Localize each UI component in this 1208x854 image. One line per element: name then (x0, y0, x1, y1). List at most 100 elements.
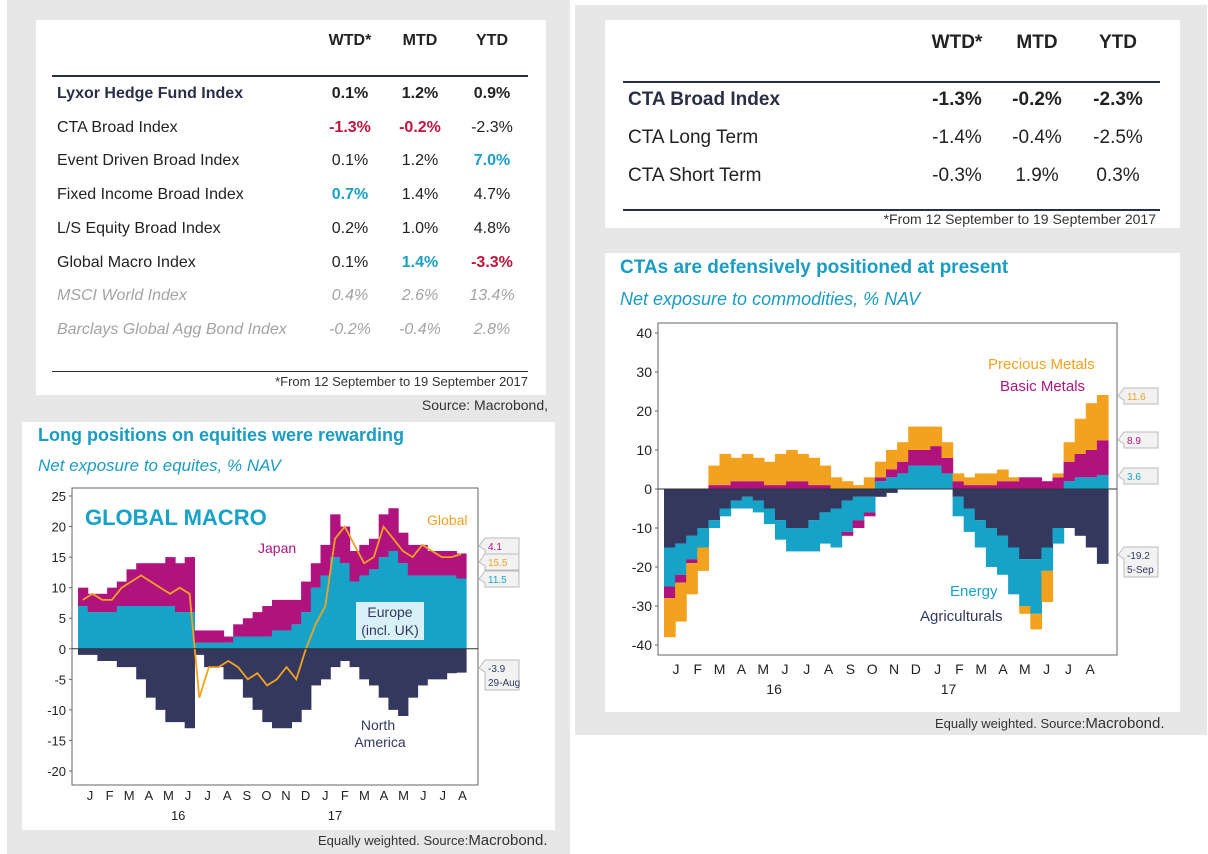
area-segment-europe-incl-uk- (339, 563, 351, 649)
area-segment-energy (675, 543, 687, 575)
area-segment-europe-incl-uk- (388, 551, 399, 649)
area-segment-precious-metals (863, 477, 876, 489)
area-segment-north-america (213, 648, 225, 668)
area-segment-japan (320, 544, 331, 576)
area-segment-agriculturals (852, 489, 865, 497)
end-value-label: 11.5 (488, 575, 507, 586)
left-table-row-name: L/S Equity Broad Index (57, 219, 221, 237)
left-table-row-name: MSCI World Index (57, 287, 187, 305)
area-segment-japan (281, 599, 292, 631)
area-segment-agriculturals (664, 489, 676, 548)
area-segment-north-america (378, 648, 389, 698)
area-segment-japan (291, 599, 302, 625)
right-table-header: WTD* (931, 32, 983, 53)
area-segment-precious-metals (952, 473, 965, 482)
area-segment-japan (378, 514, 389, 558)
x-tick-label: A (380, 788, 389, 803)
area-segment-agriculturals (974, 489, 987, 521)
area-segment-energy (830, 508, 843, 548)
area-segment-japan (184, 557, 195, 613)
area-segment-agriculturals (886, 489, 898, 493)
area-segment-precious-metals (786, 450, 798, 482)
area-segment-precious-metals (752, 457, 765, 482)
area-segment-precious-metals (775, 453, 787, 486)
area-segment-japan (436, 551, 448, 576)
y-tick-label: -20 (47, 764, 66, 779)
area-segment-japan (78, 587, 89, 606)
area-segment-precious-metals (1008, 477, 1020, 482)
x-tick-label: F (106, 788, 114, 803)
x-tick-label: M (163, 788, 174, 803)
left-table-wtd-cell: 0.7% (331, 186, 369, 204)
area-segment-europe-incl-uk- (194, 642, 205, 649)
y-tick-label: -5 (54, 672, 66, 687)
area-segment-agriculturals (675, 489, 687, 544)
left-table-wtd-cell: 0.1% (331, 85, 369, 102)
y-tick-label: 30 (636, 364, 652, 380)
area-segment-japan (446, 551, 457, 576)
area-segment-north-america (252, 648, 263, 710)
area-segment-north-america (320, 648, 331, 680)
area-segment-agriculturals (819, 489, 832, 513)
area-segment-precious-metals (797, 453, 809, 482)
x-tick-label: N (889, 661, 899, 677)
area-segment-basic-metals (963, 485, 976, 489)
y-tick-label: 10 (636, 442, 652, 458)
area-segment-japan (252, 612, 263, 637)
left-table-ytd-cell: 4.8% (473, 219, 511, 237)
area-segment-europe-incl-uk- (233, 636, 244, 649)
area-segment-north-america (359, 648, 370, 680)
left-table-wtd-cell: 0.1% (331, 152, 369, 170)
area-segment-basic-metals (797, 481, 809, 489)
area-segment-energy (808, 520, 820, 552)
area-segment-japan (126, 569, 137, 606)
area-segment-japan (407, 544, 419, 576)
plot-frame (71, 487, 479, 786)
end-value-label: -3.9 (488, 664, 506, 675)
left-table-bottom-rule (52, 371, 528, 372)
area-segment-energy (719, 508, 732, 517)
area-segment-europe-incl-uk- (436, 575, 448, 649)
area-segment-europe-incl-uk- (281, 630, 292, 649)
area-segment-japan (388, 508, 399, 551)
left-table-row-name: CTA Broad Index (57, 118, 178, 136)
area-segment-europe-incl-uk- (349, 581, 360, 649)
y-tick-label: 0 (644, 481, 652, 497)
end-value-label: 4.1 (488, 542, 502, 553)
left-table-wtd-cell: 0.1% (331, 253, 369, 271)
area-segment-precious-metals (675, 582, 687, 622)
area-segment-precious-metals (897, 442, 909, 462)
area-segment-basic-metals (752, 481, 765, 489)
area-segment-energy (974, 520, 987, 548)
end-value-callout (1117, 431, 1159, 449)
area-segment-japan (145, 563, 157, 606)
x-tick-label: N (281, 788, 290, 803)
area-segment-north-america (398, 648, 409, 716)
area-segment-north-america (126, 648, 137, 668)
area-segment-basic-metals (1096, 440, 1109, 475)
area-segment-energy (930, 465, 943, 489)
y-tick-label: -10 (47, 703, 66, 718)
left-table-wtd-cell: -0.2% (329, 320, 371, 338)
area-segment-precious-metals (730, 457, 743, 482)
area-segment-energy (985, 528, 998, 567)
right-table-row-name: CTA Broad Index (628, 89, 781, 110)
area-segment-energy (686, 535, 698, 560)
area-segment-precious-metals (1019, 606, 1031, 614)
x-tick-label: M (1019, 661, 1031, 677)
area-segment-precious-metals (886, 450, 898, 470)
x-tick-label: S (846, 661, 855, 677)
y-tick-label: 0 (59, 642, 66, 657)
area-segment-basic-metals (808, 485, 820, 489)
area-segment-north-america (369, 648, 380, 686)
area-segment-agriculturals (730, 489, 743, 501)
area-segment-japan (136, 563, 147, 606)
area-segment-basic-metals (919, 450, 931, 466)
area-segment-basic-metals (997, 481, 1009, 489)
left-table-row-name: Event Driven Broad Index (57, 152, 240, 170)
area-segment-precious-metals (1096, 395, 1109, 441)
area-segment-basic-metals (974, 485, 987, 489)
area-segment-europe-incl-uk- (107, 612, 118, 649)
area-segment-precious-metals (908, 426, 920, 450)
